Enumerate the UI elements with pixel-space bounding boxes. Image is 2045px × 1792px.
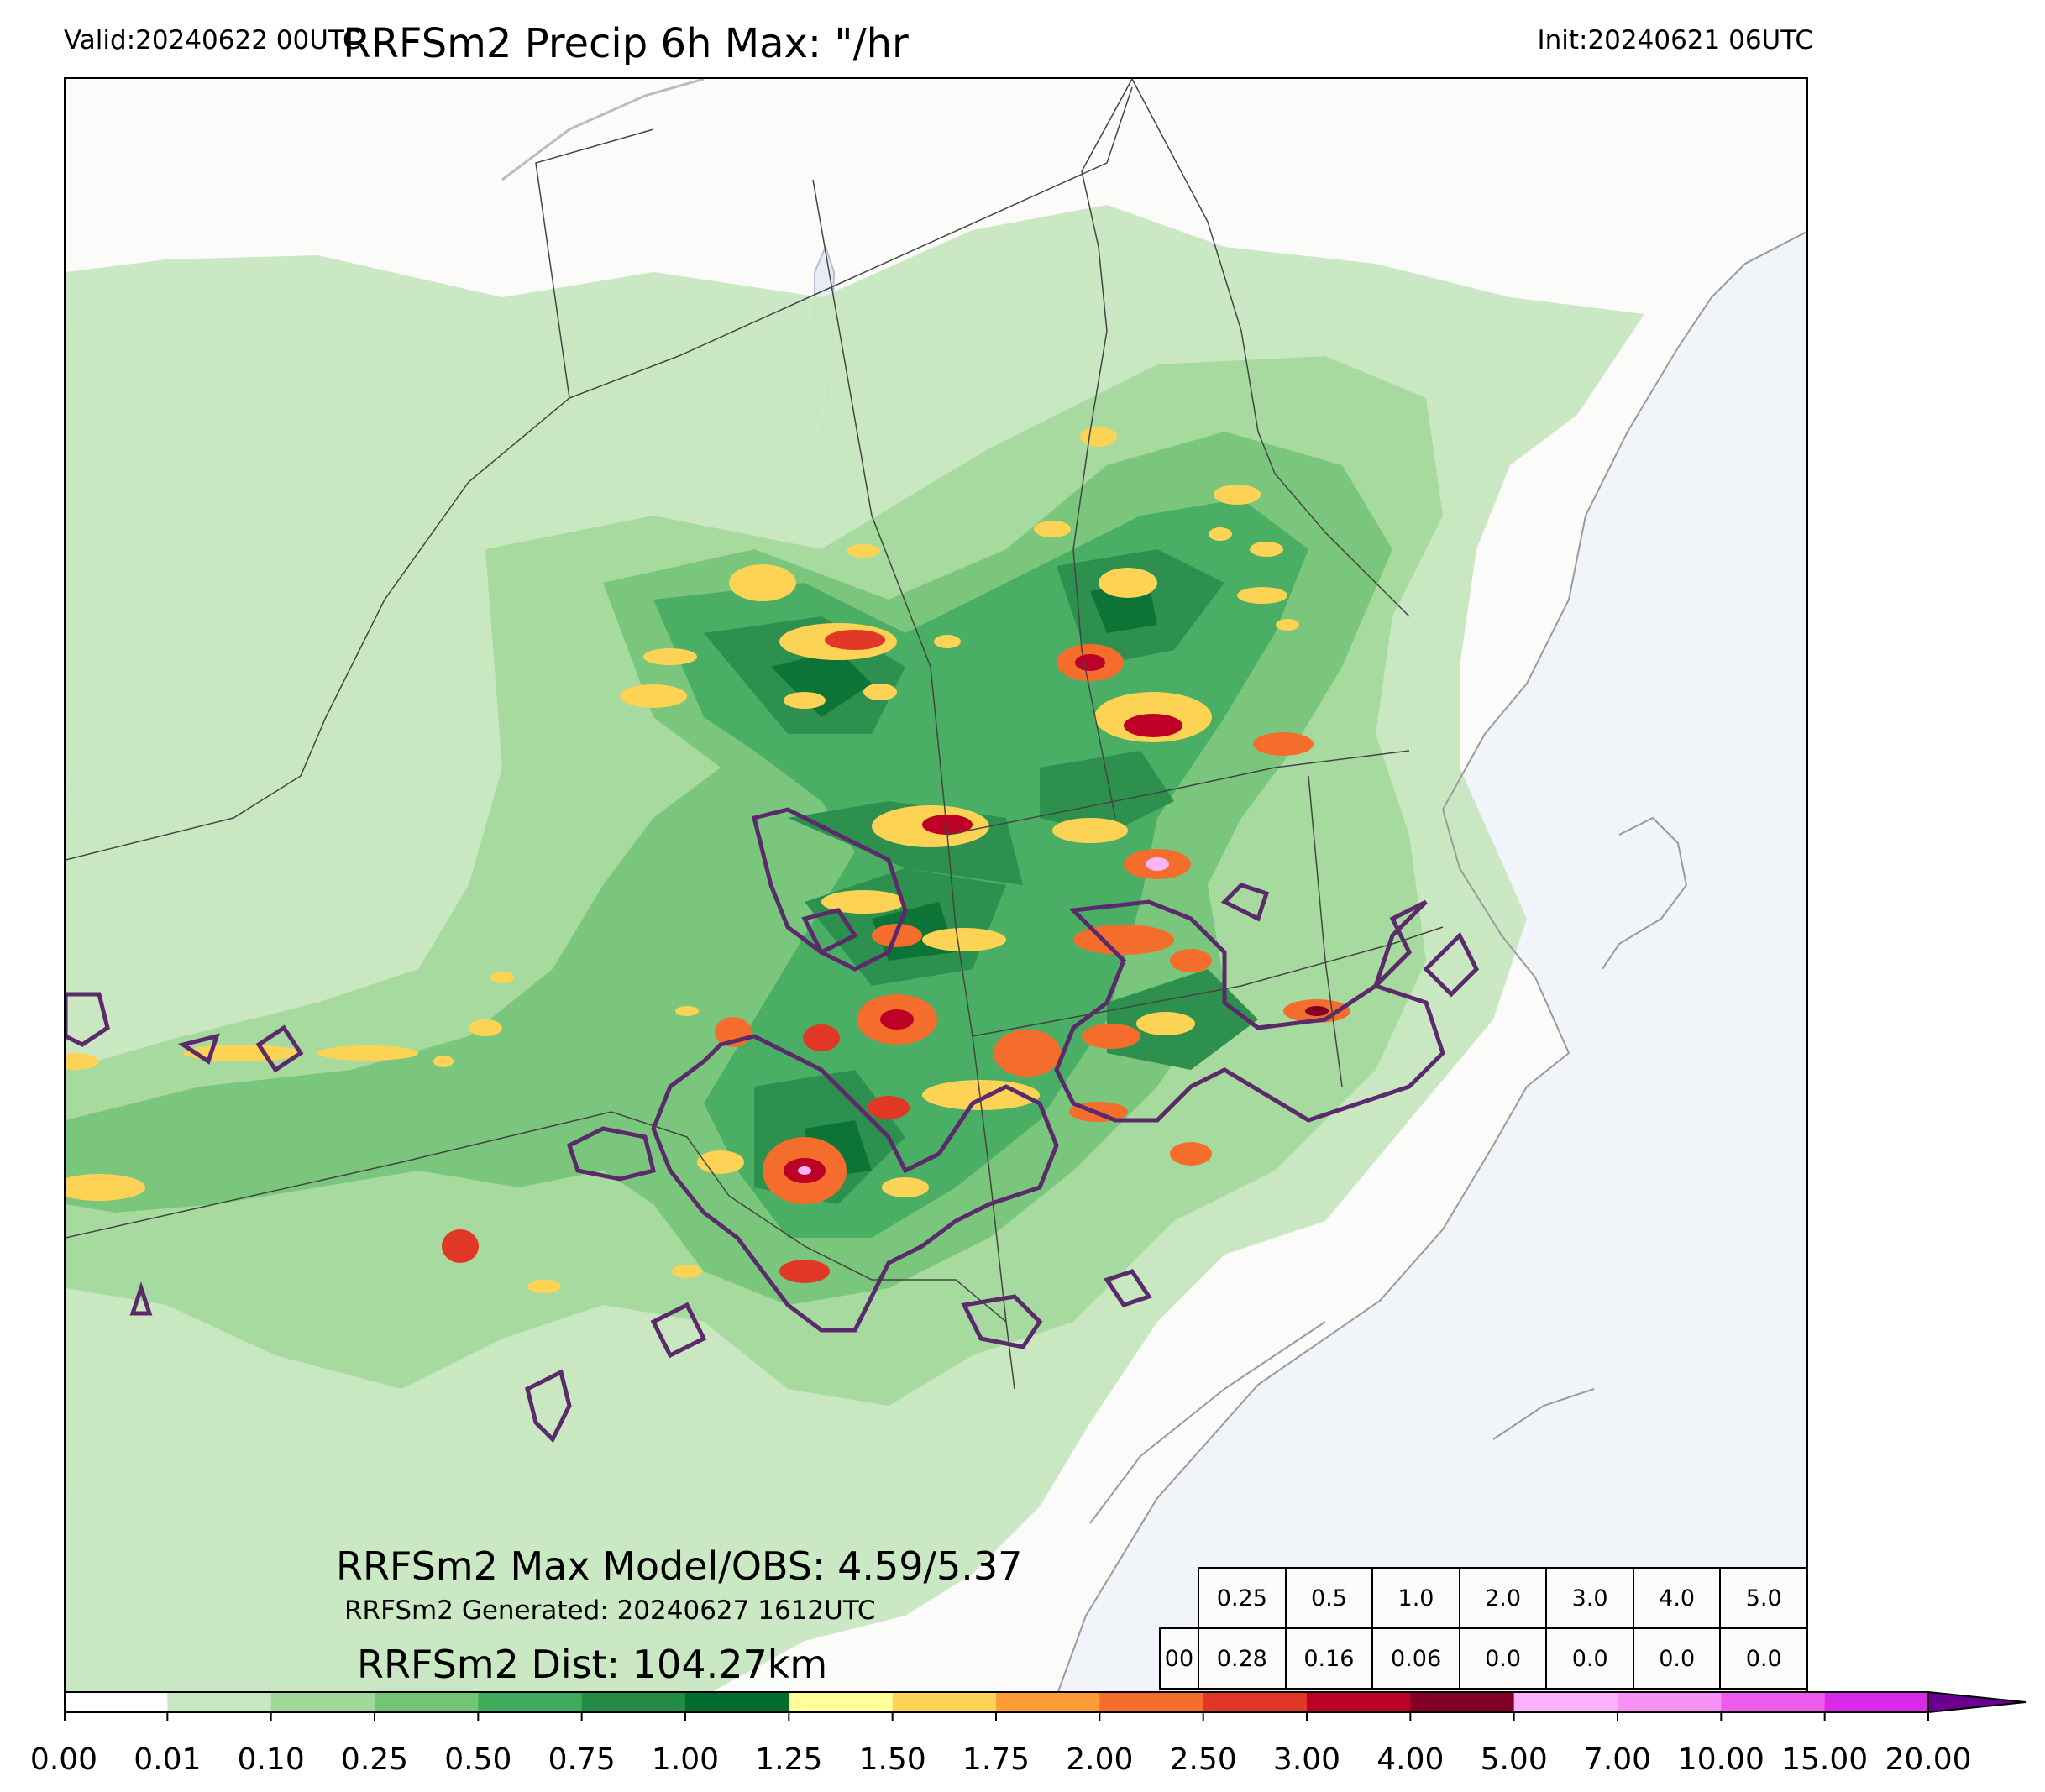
threshold-cell: 3.0 — [1545, 1567, 1634, 1629]
threshold-cell: 1.0 — [1371, 1567, 1460, 1629]
stats-row-label: 00 — [1159, 1627, 1199, 1690]
colorbar-tick-label: 3.00 — [1272, 1742, 1341, 1777]
map-title: RRFSm2 Precip 6h Max: "/hr — [343, 20, 909, 67]
st-lawrence-river — [501, 79, 705, 181]
distance-label: RRFSm2 Dist: 104.27km — [357, 1642, 828, 1687]
colorbar-tick-label: 0.50 — [444, 1742, 512, 1777]
colorbar-tick-label: 0.00 — [29, 1742, 98, 1777]
threshold-cell: 2.0 — [1458, 1567, 1548, 1629]
colorbar-segment — [478, 1692, 583, 1712]
colorbar-tick-label: 0.10 — [237, 1742, 305, 1777]
colorbar-segment — [996, 1692, 1100, 1712]
colorbar-segment — [167, 1692, 272, 1712]
colorbar-segment — [1824, 1692, 1929, 1712]
colorbar-segment — [1513, 1692, 1618, 1712]
colorbar-segment — [1410, 1692, 1515, 1712]
threshold-cell: 0.5 — [1284, 1567, 1374, 1629]
ocean-area — [1057, 232, 1806, 1693]
colorbar-segment — [1618, 1692, 1722, 1712]
threshold-stats-table: 0.25 0.5 1.0 2.0 3.0 4.0 5.0 00 0.28 0.1… — [1159, 1567, 1808, 1695]
colorbar-tick-label: 4.00 — [1376, 1742, 1445, 1777]
stat-value-cell: 0.28 — [1197, 1627, 1287, 1690]
colorbar-tick-label: 7.00 — [1583, 1742, 1652, 1777]
colorbar-tick-label: 2.00 — [1066, 1742, 1134, 1777]
colorbar-tick-label: 2.50 — [1169, 1742, 1237, 1777]
colorbar-extend-arrow — [1927, 1690, 2027, 1714]
stat-value-cell: 0.0 — [1545, 1627, 1634, 1690]
colorbar-tick-label: 0.25 — [340, 1742, 409, 1777]
colorbar-segment — [375, 1692, 479, 1712]
threshold-cell: 5.0 — [1719, 1567, 1808, 1629]
generated-label: RRFSm2 Generated: 20240627 1612UTC — [344, 1596, 876, 1626]
max-model-obs-label: RRFSm2 Max Model/OBS: 4.59/5.37 — [336, 1543, 1023, 1589]
stat-value-cell: 0.0 — [1458, 1627, 1548, 1690]
colorbar-segment — [270, 1692, 375, 1712]
colorbar-segment — [581, 1692, 686, 1712]
colorbar-segment — [1307, 1692, 1411, 1712]
obs-contours — [66, 807, 1480, 1444]
colorbar-tick-label: 15.00 — [1781, 1742, 1869, 1777]
precip-shading — [66, 205, 1644, 1693]
colorbar-segment — [1099, 1692, 1204, 1712]
threshold-cell: 4.0 — [1632, 1567, 1722, 1629]
colorbar-tick-label: 1.75 — [962, 1742, 1030, 1777]
colorbar-segment — [685, 1692, 789, 1712]
threshold-cell: 0.25 — [1198, 1567, 1287, 1629]
precip-cells — [66, 427, 1350, 1293]
state-boundaries — [66, 79, 1444, 1390]
stat-value-cell: 0.0 — [1632, 1627, 1722, 1690]
init-time: Init:20240621 06UTC — [1537, 25, 1813, 55]
colorbar-segment — [1721, 1692, 1826, 1712]
stat-value-cell: 0.0 — [1719, 1627, 1808, 1690]
colorbar-tick-label: 1.50 — [858, 1742, 926, 1777]
colorbar — [64, 1690, 2027, 1721]
colorbar-segment — [892, 1692, 997, 1712]
colorbar-tick-label: 10.00 — [1677, 1742, 1764, 1777]
stat-value-cell: 0.16 — [1284, 1627, 1374, 1690]
colorbar-segment — [789, 1692, 894, 1712]
precip-map[interactable] — [64, 77, 1808, 1695]
colorbar-tick-label: 1.00 — [651, 1742, 720, 1777]
colorbar-ticks: 0.00 0.01 0.10 0.25 0.50 0.75 1.00 1.25 1.50 1.75… — [0, 1742, 2045, 1784]
colorbar-tick-label: 0.01 — [134, 1742, 202, 1777]
colorbar-tick-label: 20.00 — [1885, 1742, 1972, 1777]
colorbar-tick-label: 1.25 — [755, 1742, 823, 1777]
colorbar-tick-label: 0.75 — [548, 1742, 616, 1777]
stat-value-cell: 0.06 — [1371, 1627, 1460, 1690]
threshold-header-row: 0.25 0.5 1.0 2.0 3.0 4.0 5.0 — [1198, 1567, 1808, 1629]
map-canvas — [66, 79, 1806, 1693]
colorbar-segment — [64, 1692, 168, 1712]
colorbar-segment — [1203, 1692, 1308, 1712]
coastline — [1057, 230, 1806, 1693]
colorbar-tick-label: 5.00 — [1480, 1742, 1548, 1777]
valid-time: Valid:20240622 00UTC — [64, 25, 361, 55]
stats-value-row: 00 0.28 0.16 0.06 0.0 0.0 0.0 0.0 — [1159, 1627, 1808, 1690]
